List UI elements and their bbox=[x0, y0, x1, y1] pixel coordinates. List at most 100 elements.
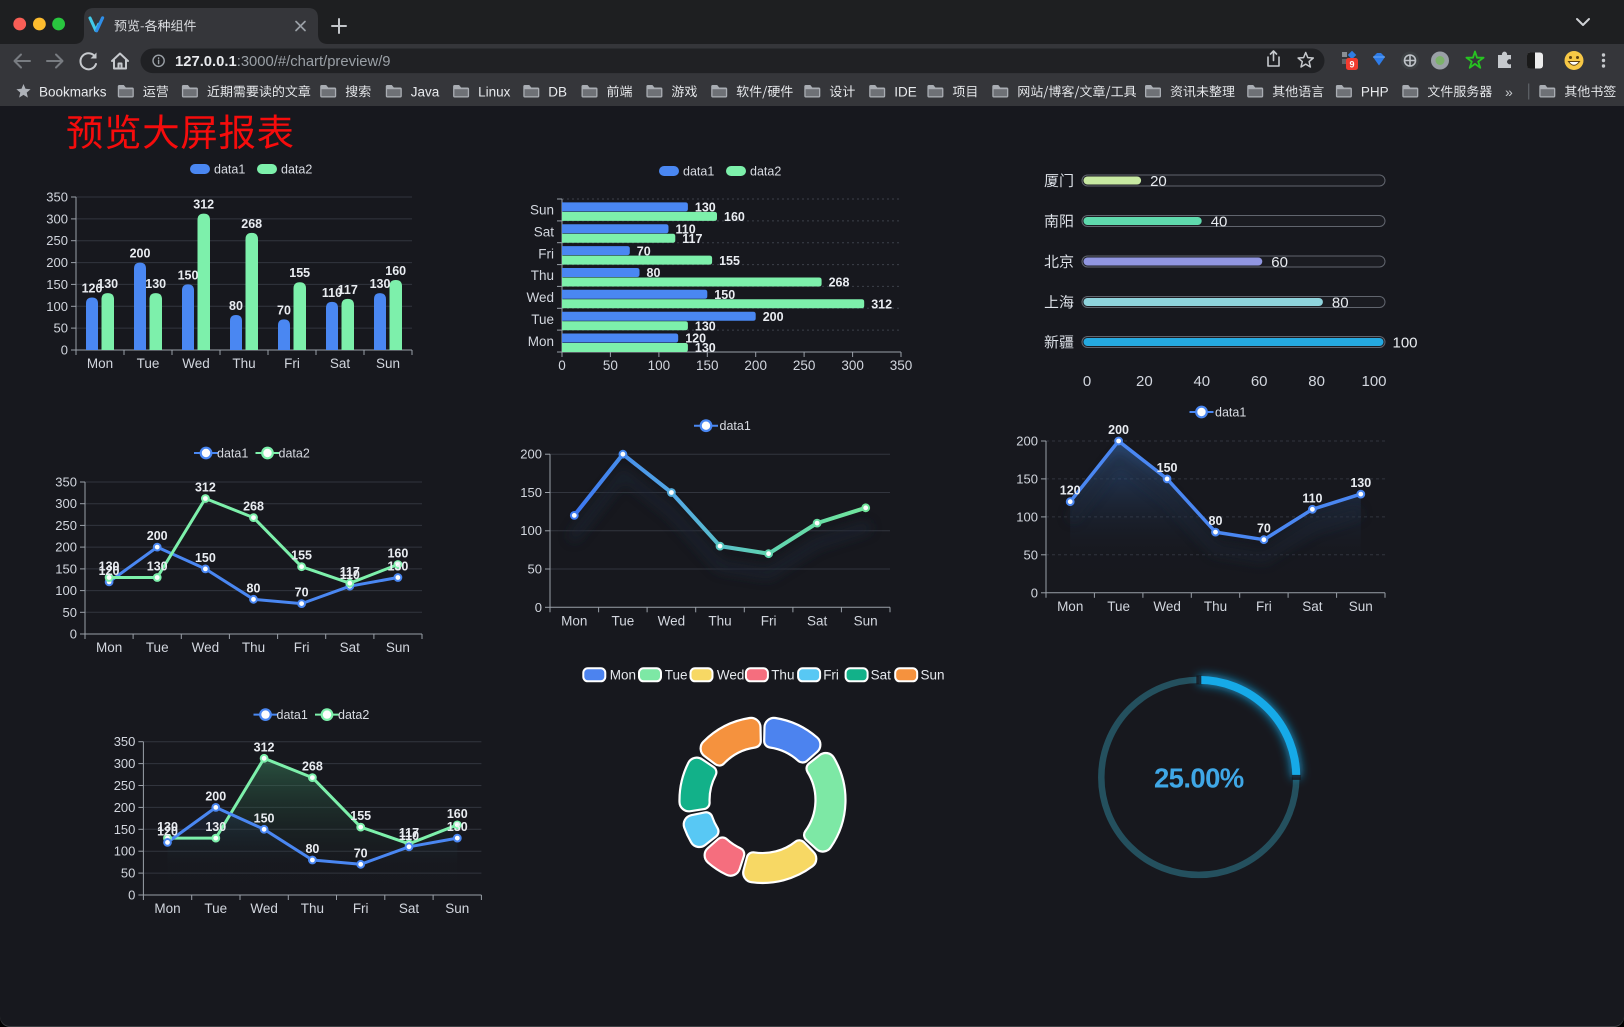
svg-text:350: 350 bbox=[46, 190, 68, 205]
svg-text:Sun: Sun bbox=[854, 613, 878, 628]
svg-text:Fri: Fri bbox=[538, 246, 554, 261]
svg-text:150: 150 bbox=[1016, 471, 1038, 486]
svg-text:130: 130 bbox=[1350, 476, 1371, 490]
svg-text:0: 0 bbox=[1083, 373, 1091, 390]
svg-text:250: 250 bbox=[46, 233, 68, 248]
svg-text:50: 50 bbox=[528, 562, 542, 577]
svg-text:Mon: Mon bbox=[87, 356, 113, 371]
svg-text:150: 150 bbox=[114, 822, 136, 837]
svg-text:Sat: Sat bbox=[871, 667, 892, 682]
svg-text:130: 130 bbox=[447, 820, 468, 834]
svg-text:data1: data1 bbox=[217, 447, 248, 461]
svg-text:Sun: Sun bbox=[530, 203, 554, 218]
svg-text:0: 0 bbox=[1031, 585, 1038, 600]
svg-text:Fri: Fri bbox=[353, 901, 369, 916]
svg-text:200: 200 bbox=[114, 800, 136, 815]
svg-text:160: 160 bbox=[387, 547, 408, 561]
svg-text:data2: data2 bbox=[279, 447, 310, 461]
svg-text:Wed: Wed bbox=[250, 901, 278, 916]
svg-text:20: 20 bbox=[1150, 173, 1167, 190]
svg-text:120: 120 bbox=[685, 332, 706, 346]
svg-text:0: 0 bbox=[128, 888, 135, 903]
svg-text:60: 60 bbox=[1251, 373, 1268, 390]
svg-text:Sun: Sun bbox=[376, 356, 400, 371]
svg-text:127.0.0.1:3000/#/chart/preview: 127.0.0.1:3000/#/chart/preview/9 bbox=[175, 54, 391, 70]
svg-text:268: 268 bbox=[829, 276, 850, 290]
svg-text:PHP: PHP bbox=[1361, 85, 1389, 100]
svg-text:200: 200 bbox=[130, 247, 151, 261]
svg-text:120: 120 bbox=[157, 824, 178, 838]
svg-text:40: 40 bbox=[1211, 214, 1228, 231]
svg-text:Wed: Wed bbox=[1153, 599, 1181, 614]
svg-text:80: 80 bbox=[647, 266, 661, 280]
svg-text:100: 100 bbox=[520, 523, 542, 538]
svg-text:Tue: Tue bbox=[531, 312, 554, 327]
svg-text:50: 50 bbox=[121, 866, 135, 881]
svg-text:155: 155 bbox=[719, 254, 740, 268]
svg-text:117: 117 bbox=[682, 232, 702, 246]
svg-text:80: 80 bbox=[247, 581, 261, 595]
svg-text:200: 200 bbox=[1016, 434, 1038, 449]
svg-text:Sun: Sun bbox=[386, 640, 410, 655]
svg-text:120: 120 bbox=[82, 282, 103, 296]
svg-text:120: 120 bbox=[1060, 484, 1081, 498]
svg-text:100: 100 bbox=[1393, 335, 1418, 352]
svg-text:0: 0 bbox=[535, 600, 542, 615]
svg-text:data2: data2 bbox=[338, 708, 369, 722]
svg-text:Wed: Wed bbox=[182, 356, 210, 371]
svg-text:130: 130 bbox=[97, 277, 118, 291]
svg-text:Sat: Sat bbox=[807, 613, 828, 628]
svg-text:Fri: Fri bbox=[823, 667, 839, 682]
svg-text:Fri: Fri bbox=[761, 613, 777, 628]
svg-text:150: 150 bbox=[520, 485, 542, 500]
svg-text:100: 100 bbox=[55, 583, 77, 598]
svg-text:200: 200 bbox=[744, 358, 767, 373]
svg-text:Sat: Sat bbox=[399, 901, 420, 916]
svg-text:100: 100 bbox=[114, 844, 136, 859]
svg-text:268: 268 bbox=[243, 500, 264, 514]
svg-text:250: 250 bbox=[793, 358, 816, 373]
svg-text:DB: DB bbox=[548, 85, 567, 100]
svg-text:Sat: Sat bbox=[534, 225, 555, 240]
svg-text:70: 70 bbox=[354, 846, 368, 860]
svg-text:312: 312 bbox=[193, 198, 214, 212]
svg-text:Mon: Mon bbox=[154, 901, 180, 916]
svg-text:Thu: Thu bbox=[531, 268, 554, 283]
svg-text:Mon: Mon bbox=[610, 667, 636, 682]
svg-text:155: 155 bbox=[289, 266, 310, 280]
svg-text:Linux: Linux bbox=[478, 85, 511, 100]
svg-text:110: 110 bbox=[340, 568, 360, 582]
svg-text:»: » bbox=[1505, 84, 1513, 100]
svg-text:Tue: Tue bbox=[137, 356, 160, 371]
svg-text:268: 268 bbox=[302, 760, 323, 774]
svg-text:150: 150 bbox=[55, 561, 77, 576]
svg-text:350: 350 bbox=[55, 475, 77, 490]
svg-text:70: 70 bbox=[1257, 522, 1271, 536]
svg-text:110: 110 bbox=[1302, 491, 1322, 505]
svg-text:100: 100 bbox=[1016, 509, 1038, 524]
svg-text:Mon: Mon bbox=[96, 640, 122, 655]
svg-text:200: 200 bbox=[147, 529, 168, 543]
svg-text:300: 300 bbox=[841, 358, 864, 373]
svg-text:150: 150 bbox=[195, 551, 216, 565]
svg-text:40: 40 bbox=[1193, 373, 1210, 390]
svg-text:Mon: Mon bbox=[1057, 599, 1083, 614]
svg-text:130: 130 bbox=[157, 820, 178, 834]
svg-text:Thu: Thu bbox=[771, 667, 794, 682]
svg-text:250: 250 bbox=[114, 778, 136, 793]
svg-text:100: 100 bbox=[648, 358, 671, 373]
svg-text:300: 300 bbox=[114, 756, 136, 771]
svg-text:200: 200 bbox=[1108, 423, 1129, 437]
svg-text:Tue: Tue bbox=[665, 667, 688, 682]
svg-text:50: 50 bbox=[603, 358, 618, 373]
svg-text:20: 20 bbox=[1136, 373, 1153, 390]
svg-text:Mon: Mon bbox=[561, 613, 587, 628]
svg-text:Sat: Sat bbox=[330, 356, 351, 371]
svg-text:130: 130 bbox=[695, 319, 716, 333]
svg-text:300: 300 bbox=[46, 211, 68, 226]
svg-text:Thu: Thu bbox=[301, 901, 324, 916]
svg-text:80: 80 bbox=[229, 299, 243, 313]
svg-text:Mon: Mon bbox=[528, 334, 554, 349]
svg-text:150: 150 bbox=[178, 268, 199, 282]
svg-text:Java: Java bbox=[411, 85, 440, 100]
